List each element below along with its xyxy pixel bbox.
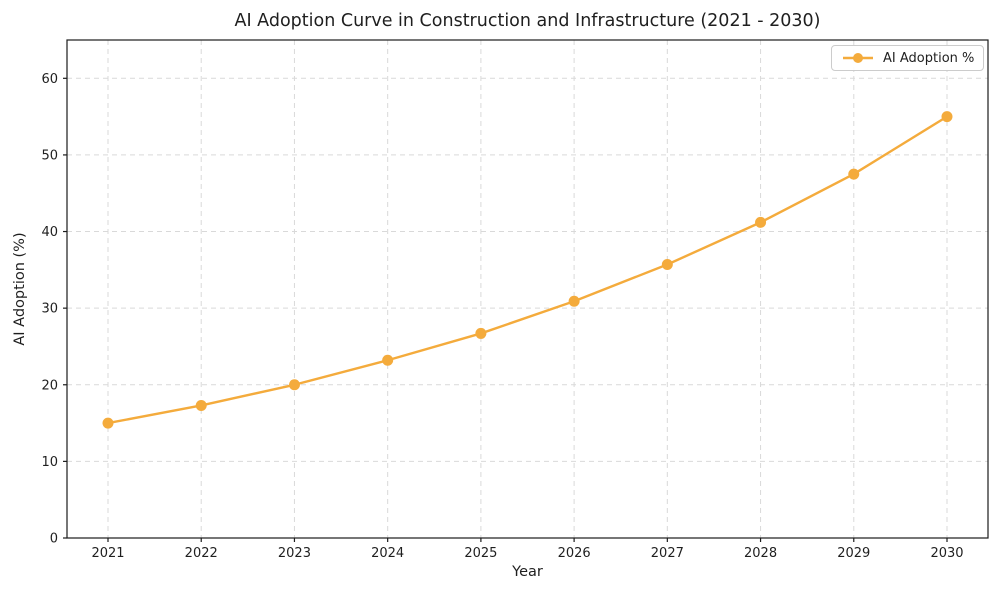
x-tick-label: 2022 <box>185 546 218 561</box>
x-tick-label: 2023 <box>278 546 311 561</box>
data-point <box>848 168 860 180</box>
x-tick-label: 2026 <box>558 546 591 561</box>
data-point <box>661 258 673 270</box>
axes-border <box>66 39 989 539</box>
legend: AI Adoption % <box>831 45 985 71</box>
x-tick-label: 2021 <box>91 546 124 561</box>
legend-label: AI Adoption % <box>883 50 975 66</box>
data-point <box>755 216 767 228</box>
data-point <box>941 111 953 123</box>
x-tick-label: 2028 <box>744 546 777 561</box>
x-tick-label: 2025 <box>464 546 497 561</box>
y-tick-label: 50 <box>41 148 58 163</box>
legend-line-marker-icon <box>843 53 873 63</box>
x-tick-label: 2029 <box>837 546 870 561</box>
x-tick-label: 2024 <box>371 546 404 561</box>
series-line <box>106 115 949 425</box>
y-tick-label: 60 <box>41 72 58 87</box>
y-tick-label: 40 <box>41 225 58 240</box>
y-tick-label: 10 <box>41 455 58 470</box>
x-tick-label: 2030 <box>930 546 963 561</box>
data-point <box>195 399 207 411</box>
data-point <box>475 327 487 339</box>
data-point <box>102 417 114 429</box>
y-tick-label: 30 <box>41 302 58 317</box>
data-point <box>288 379 300 391</box>
chart-title: AI Adoption Curve in Construction and In… <box>234 11 821 31</box>
data-point <box>382 354 394 366</box>
x-tick-label: 2027 <box>651 546 684 561</box>
y-tick-label: 20 <box>41 378 58 393</box>
y-tick-label: 0 <box>50 532 58 547</box>
x-axis-label: Year <box>512 564 543 580</box>
data-point <box>568 295 580 307</box>
y-axis-label: AI Adoption (%) <box>12 232 28 346</box>
